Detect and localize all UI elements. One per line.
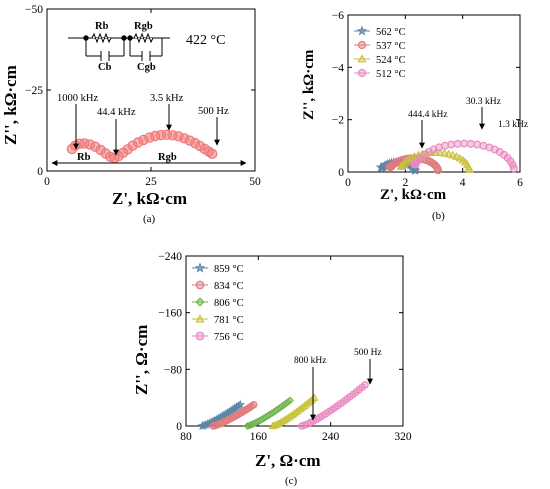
y-axis-label-b: Z'', kΩ·cm xyxy=(301,49,317,120)
y-tick-label: −2 xyxy=(332,115,344,127)
annotation-500hz: 500 Hz xyxy=(198,106,229,117)
data-point xyxy=(206,148,218,160)
legend-marker xyxy=(195,314,205,323)
y-tick-label: −240 xyxy=(158,251,182,263)
legend-label: 512 °C xyxy=(376,69,406,80)
circuit-label-cgb: Cgb xyxy=(137,62,156,73)
data-point xyxy=(509,164,518,173)
y-tick-label: −4 xyxy=(332,62,344,74)
x-tick-label: 4 xyxy=(460,177,466,189)
annotation-1-3khz: 1.3 kHz xyxy=(498,120,528,130)
y-tick-label: 0 xyxy=(37,166,43,178)
x-tick-label: 160 xyxy=(250,431,268,443)
data-point xyxy=(286,396,294,405)
data-point xyxy=(460,139,469,148)
panel-b: 0 2 4 6 0 −2 −4 −6 562 °C 537 °C 524 °C 512 °C 444… xyxy=(301,10,528,222)
data-point xyxy=(235,399,246,409)
x-tick-label: 240 xyxy=(322,431,340,443)
panel-label-a: (a) xyxy=(143,213,156,225)
data-point xyxy=(473,140,482,149)
legend-b: 562 °C 537 °C 524 °C 512 °C xyxy=(354,25,406,80)
data-point xyxy=(399,160,408,168)
y-tick-label: −6 xyxy=(332,10,344,22)
legend-label: 756 °C xyxy=(214,332,244,343)
legend-marker xyxy=(357,68,367,78)
plot-frame-c xyxy=(185,255,404,427)
data-point xyxy=(465,165,474,173)
points-a xyxy=(66,129,218,164)
data-point xyxy=(466,139,475,148)
legend-marker xyxy=(195,280,205,290)
legend-label: 806 °C xyxy=(214,298,244,309)
y-tick-label: −160 xyxy=(158,308,182,320)
x-tick-label: 50 xyxy=(249,176,261,188)
legend-c: 859 °C 834 °C 806 °C 781 °C 756 °C xyxy=(192,262,244,343)
data-point xyxy=(361,381,369,389)
annotation-444khz: 444.4 kHz xyxy=(408,110,448,120)
y-tick-label: 0 xyxy=(338,167,344,179)
panel-label-b: (b) xyxy=(432,210,445,222)
annotation-30khz: 30.3 kHz xyxy=(466,97,501,107)
x-axis-label-b: Z', kΩ·cm xyxy=(380,187,447,203)
points-c xyxy=(197,381,369,431)
data-point xyxy=(434,166,443,175)
annotation-1000khz: 1000 kHz xyxy=(57,93,98,104)
y-axis-label-a: Z'', kΩ·cm xyxy=(1,65,20,145)
circuit-label-cb: Cb xyxy=(98,62,112,73)
x-axis-label-c: Z', Ω·cm xyxy=(255,451,321,470)
data-point xyxy=(435,143,444,152)
x-tick-label: 0 xyxy=(345,177,351,189)
ticks-c: 80 160 240 320 0 −80 −160 −240 xyxy=(158,251,412,443)
temperature-label: 422 °C xyxy=(186,33,225,48)
y-axis-label-c: Z'', Ω·cm xyxy=(132,325,151,395)
x-tick-label: 25 xyxy=(145,176,157,188)
data-point xyxy=(453,139,462,148)
legend-marker xyxy=(194,262,206,273)
legend-label: 781 °C xyxy=(214,315,244,326)
x-tick-label: 2 xyxy=(402,177,408,189)
x-axis-label-a: Z', kΩ·cm xyxy=(112,189,187,208)
data-point xyxy=(447,140,456,149)
legend-marker xyxy=(195,297,205,307)
plot-frame-b xyxy=(347,14,521,173)
x-tick-label: 80 xyxy=(180,431,192,443)
y-tick-label: −80 xyxy=(164,364,182,376)
data-point xyxy=(250,400,258,409)
y-tick-label: 0 xyxy=(176,421,182,433)
x-tick-label: 6 xyxy=(517,177,523,189)
y-tick-label: −50 xyxy=(25,4,43,16)
points-b xyxy=(375,139,518,176)
legend-label: 524 °C xyxy=(376,55,406,66)
annotation-3-5khz: 3.5 kHz xyxy=(150,93,184,104)
panel-c: 80 160 240 320 0 −80 −160 −240 859 °C 834 °C 806 … xyxy=(132,251,412,487)
legend-label: 537 °C xyxy=(376,41,406,52)
legend-label: 834 °C xyxy=(214,281,244,292)
ticks-b: 0 2 4 6 0 −2 −4 −6 xyxy=(332,10,523,189)
annotation-800khz: 800 kHz xyxy=(294,356,326,366)
data-point xyxy=(410,165,421,176)
span-label-rb: Rb xyxy=(77,152,91,163)
legend-marker xyxy=(356,25,368,36)
legend-label: 562 °C xyxy=(376,27,406,38)
legend-marker xyxy=(195,331,205,341)
circuit-label-rgb: Rgb xyxy=(134,21,153,32)
data-point xyxy=(441,141,449,150)
legend-label: 859 °C xyxy=(214,264,244,275)
panel-a: 0 25 50 0 −25 −50 Rb Cb Rgb Cgb 422 °C xyxy=(1,4,261,225)
legend-marker xyxy=(357,40,367,50)
span-label-rgb: Rgb xyxy=(158,152,177,163)
legend-marker xyxy=(357,54,367,63)
x-tick-label: 320 xyxy=(394,431,412,443)
panel-label-c: (c) xyxy=(285,475,298,487)
ticks-a: 0 25 50 0 −25 −50 xyxy=(25,4,261,188)
annotation-500hz-c: 500 Hz xyxy=(354,348,382,358)
annotation-44khz: 44.4 kHz xyxy=(97,107,136,118)
circuit-label-rb: Rb xyxy=(95,21,109,32)
x-tick-label: 0 xyxy=(44,176,50,188)
data-point xyxy=(479,141,488,150)
equivalent-circuit xyxy=(68,32,170,61)
y-tick-label: −25 xyxy=(25,85,43,97)
